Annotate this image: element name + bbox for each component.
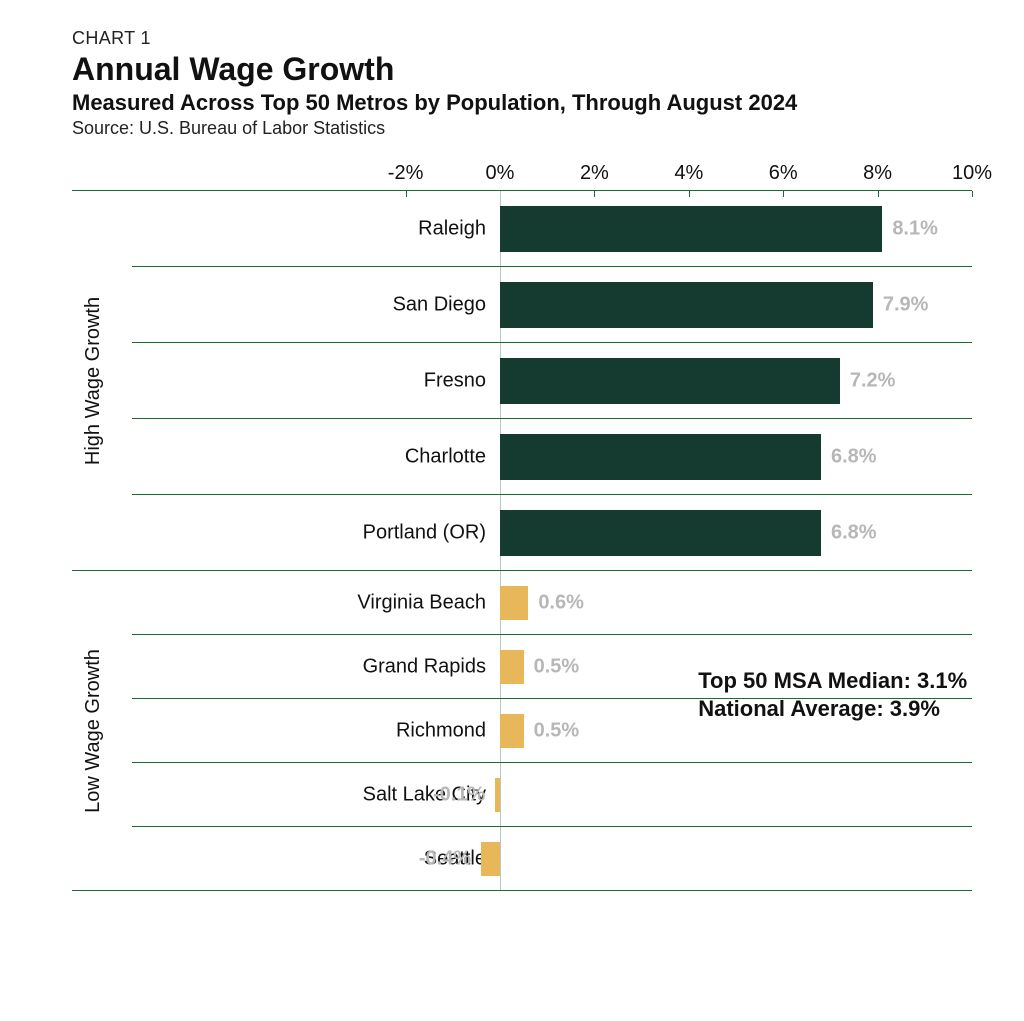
bar-row: Portland (OR) 6.8%: [72, 495, 980, 571]
bar: [500, 650, 524, 684]
chart-eyebrow: CHART 1: [72, 28, 980, 49]
bar-row: Seattle-0.4%: [72, 827, 980, 891]
value-label: 6.8%: [831, 522, 877, 545]
value-label: 7.9%: [883, 294, 929, 317]
plot-area: -2%0%2%4%6%8%10% Raleigh8.1%San Diego7.9…: [72, 157, 980, 891]
chart-annotation: Top 50 MSA Median: 3.1%National Average:…: [698, 667, 967, 722]
category-label: Raleigh: [418, 218, 500, 241]
value-label: 0.5%: [534, 656, 580, 679]
bar-row: Fresno 7.2%: [72, 343, 980, 419]
value-label: -0.1%: [433, 784, 485, 807]
value-label: 8.1%: [892, 218, 938, 241]
bar-row: Raleigh 8.1%: [72, 191, 980, 267]
chart-container: CHART 1 Annual Wage Growth Measured Acro…: [0, 0, 1024, 1021]
x-tick-label: 4%: [674, 162, 703, 185]
category-label: Virginia Beach: [357, 592, 500, 615]
bar: [500, 434, 821, 480]
bar: [500, 206, 882, 252]
x-tick-label: -2%: [388, 162, 424, 185]
bar: [500, 358, 840, 404]
annotation-line: National Average: 3.9%: [698, 695, 967, 723]
x-tick-label: 6%: [769, 162, 798, 185]
group-label: Low Wage Growth: [82, 649, 105, 813]
category-label: Fresno: [424, 370, 500, 393]
bar: [500, 282, 873, 328]
annotation-line: Top 50 MSA Median: 3.1%: [698, 667, 967, 695]
x-axis: -2%0%2%4%6%8%10%: [72, 157, 980, 191]
bar-rows: Raleigh 8.1% San Diego 7.9% Fresno 7.2% Charlo…: [72, 191, 980, 891]
bar: [500, 714, 524, 748]
category-label: Grand Rapids: [363, 656, 500, 679]
category-label: Portland (OR): [363, 522, 500, 545]
bar-row: Charlotte 6.8%: [72, 419, 980, 495]
value-label: 0.5%: [534, 720, 580, 743]
bar-row: Virginia Beach 0.6%: [72, 571, 980, 635]
chart-subtitle: Measured Across Top 50 Metros by Populat…: [72, 90, 980, 116]
value-label: 0.6%: [538, 592, 584, 615]
x-tick-label: 8%: [863, 162, 892, 185]
category-label: San Diego: [393, 294, 500, 317]
value-label: 6.8%: [831, 446, 877, 469]
category-label: Charlotte: [405, 446, 500, 469]
value-label: 7.2%: [850, 370, 896, 393]
x-tick-label: 0%: [486, 162, 515, 185]
chart-title: Annual Wage Growth: [72, 51, 980, 88]
x-tick-label: 2%: [580, 162, 609, 185]
value-label: -0.4%: [419, 848, 471, 871]
bar: [495, 778, 500, 812]
bar-row: San Diego 7.9%: [72, 267, 980, 343]
bar-row: Salt Lake City-0.1%: [72, 763, 980, 827]
category-label: Richmond: [396, 720, 500, 743]
chart-source: Source: U.S. Bureau of Labor Statistics: [72, 118, 980, 139]
bar: [500, 510, 821, 556]
bar: [481, 842, 500, 876]
group-label: High Wage Growth: [82, 297, 105, 465]
row-separator: [72, 890, 972, 891]
x-tick-label: 10%: [952, 162, 992, 185]
bar: [500, 586, 528, 620]
